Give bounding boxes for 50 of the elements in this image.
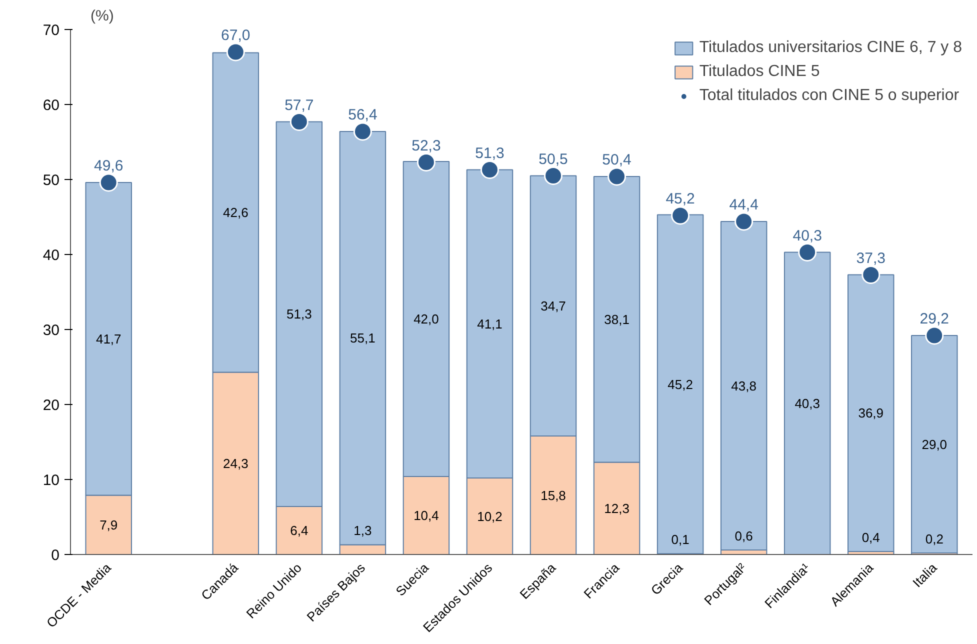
data-label: 41,1 <box>477 316 502 332</box>
data-label: 44,4 <box>729 196 758 214</box>
data-label: 42,0 <box>414 312 439 326</box>
legend-label: Total titulados con CINE 5 o superior <box>699 87 960 105</box>
y-tick-label: 70 <box>42 22 60 39</box>
data-label: 57,7 <box>284 96 314 114</box>
data-label: 42,6 <box>223 205 248 220</box>
data-label: 36,9 <box>858 406 884 421</box>
data-label: 7,9 <box>100 517 118 532</box>
y-tick-label: 0 <box>51 547 60 564</box>
data-label: 50,4 <box>602 152 632 168</box>
data-label: 29,0 <box>922 436 948 452</box>
legend-label: Titulados CINE 5 <box>699 63 820 81</box>
data-label: 12,3 <box>604 500 630 516</box>
y-tick-label: 50 <box>42 172 60 189</box>
y-tick-label: 10 <box>42 472 60 489</box>
data-label: 51,3 <box>286 306 312 322</box>
data-label: 24,3 <box>223 456 248 471</box>
data-label: 37,3 <box>856 250 886 267</box>
data-label: 52,3 <box>412 137 441 154</box>
legend-label: Titulados universitarios CINE 6, 7 y 8 <box>699 39 962 57</box>
y-tick-label: 60 <box>42 97 60 114</box>
data-label: 43,8 <box>731 378 756 394</box>
y-tick-label: 20 <box>42 397 60 414</box>
data-label: 10,4 <box>414 508 439 523</box>
data-label: 49,6 <box>94 158 124 174</box>
data-label: 6,4 <box>290 523 308 538</box>
data-label: 45,2 <box>666 190 695 208</box>
y-axis-title: (%) <box>90 8 114 24</box>
data-label: 15,8 <box>540 488 566 503</box>
data-label: 45,2 <box>668 376 693 392</box>
data-label: 67,0 <box>221 27 250 44</box>
data-label: 40,3 <box>794 396 820 411</box>
data-label: 0,6 <box>734 528 753 544</box>
data-label: 38,1 <box>604 312 630 327</box>
y-tick-label: 30 <box>42 322 60 339</box>
y-tick-label: 40 <box>42 247 60 264</box>
data-label: 0,4 <box>862 530 880 545</box>
data-label: 56,4 <box>348 106 378 124</box>
data-label: 41,7 <box>96 331 122 346</box>
data-label: 34,7 <box>540 298 566 314</box>
data-label: 40,3 <box>792 227 822 244</box>
data-label: 10,2 <box>477 508 502 524</box>
data-label: 29,2 <box>920 310 949 328</box>
data-label: 1,3 <box>354 523 372 538</box>
data-label: 50,5 <box>538 150 568 168</box>
data-label: 0,1 <box>671 532 690 547</box>
data-label: 55,1 <box>350 330 376 346</box>
data-label: 0,2 <box>925 531 944 546</box>
data-label: 51,3 <box>475 144 504 162</box>
